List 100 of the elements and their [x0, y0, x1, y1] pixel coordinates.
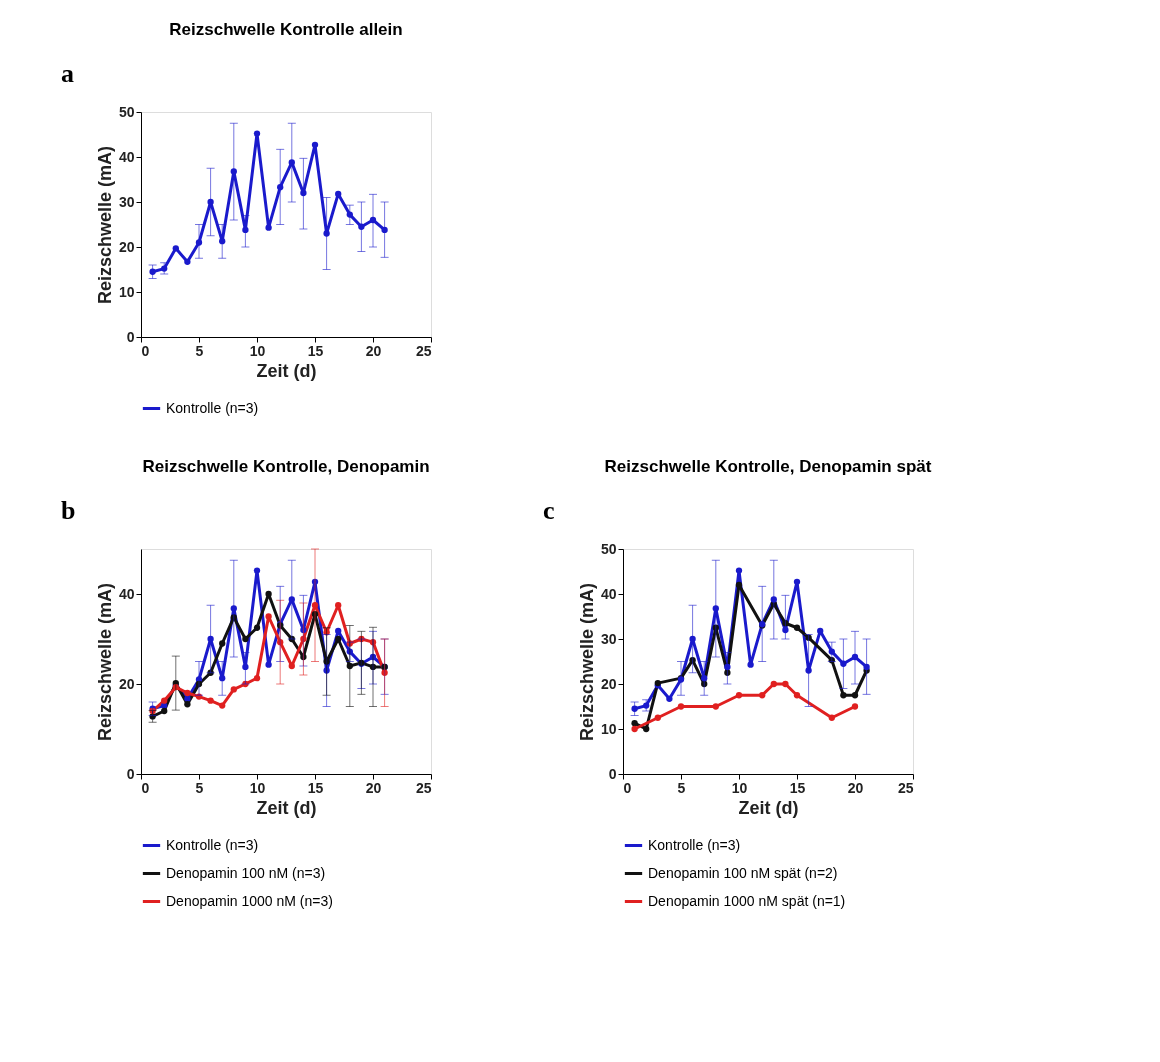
y-axis-title: Reizschwelle (mA)	[94, 582, 115, 742]
point	[701, 674, 708, 682]
point	[219, 237, 226, 245]
point	[346, 648, 353, 655]
y-tick-label: 50	[600, 540, 617, 557]
point	[840, 692, 847, 699]
point	[346, 640, 353, 647]
point	[643, 725, 650, 733]
point	[184, 689, 191, 697]
point	[701, 680, 708, 688]
point	[300, 653, 307, 661]
point	[828, 656, 835, 664]
point	[219, 674, 226, 682]
point	[230, 605, 237, 612]
point	[184, 701, 191, 708]
point	[230, 168, 237, 175]
point	[793, 692, 801, 699]
point	[851, 653, 859, 661]
point	[195, 680, 203, 688]
point	[735, 567, 743, 574]
y-tick-label: 40	[118, 585, 135, 602]
point	[277, 638, 284, 646]
point	[161, 707, 168, 715]
x-tick-label: 5	[195, 342, 204, 359]
point	[184, 258, 191, 266]
y-axis-title: Reizschwelle (mA)	[94, 145, 115, 305]
chart-title: Reizschwelle Kontrolle allein	[169, 20, 403, 39]
point	[346, 211, 353, 218]
point	[735, 692, 743, 699]
x-tick-label: 20	[365, 342, 382, 359]
point	[712, 624, 719, 631]
x-tick-label: 25	[897, 779, 914, 796]
y-tick-label: 40	[118, 148, 135, 165]
point	[265, 224, 272, 231]
point	[311, 141, 319, 149]
x-tick-label: 10	[731, 779, 748, 796]
text: a	[61, 59, 74, 88]
x-axis-title: Zeit (d)	[256, 797, 317, 818]
point	[828, 714, 835, 721]
point	[195, 693, 203, 700]
y-tick-label: 30	[118, 193, 135, 210]
point	[369, 653, 377, 661]
point	[300, 635, 307, 643]
point	[242, 226, 249, 234]
point	[219, 702, 226, 709]
x-tick-label: 5	[677, 779, 686, 796]
point	[851, 703, 859, 710]
point	[631, 719, 638, 727]
point	[689, 656, 696, 664]
point	[323, 658, 330, 665]
point	[311, 611, 319, 618]
point	[381, 669, 388, 676]
point	[759, 692, 766, 699]
y-tick-label: 10	[600, 720, 617, 737]
x-tick-label: 15	[307, 342, 324, 359]
point	[335, 627, 342, 635]
point	[677, 703, 685, 710]
x-tick-label: 20	[847, 779, 864, 796]
point	[782, 620, 789, 627]
point	[712, 605, 719, 612]
point	[149, 268, 156, 275]
point	[161, 697, 168, 704]
x-axis-title: Zeit (d)	[256, 360, 317, 381]
point	[631, 725, 638, 733]
point	[265, 613, 272, 620]
point	[793, 578, 801, 586]
text: c	[543, 496, 555, 525]
point	[666, 695, 673, 703]
point	[381, 226, 388, 234]
point	[253, 624, 261, 631]
x-tick-label: 0	[623, 779, 632, 796]
legend-label: Kontrolle (n=3)	[166, 836, 259, 853]
point	[654, 714, 661, 721]
point	[195, 239, 203, 246]
point	[253, 567, 261, 574]
y-tick-label: 10	[118, 283, 135, 300]
text: b	[61, 496, 76, 525]
point	[346, 662, 353, 670]
point	[335, 602, 342, 609]
point	[323, 629, 330, 636]
point	[851, 692, 859, 699]
point	[793, 624, 801, 631]
y-tick-label: 20	[118, 675, 135, 692]
point	[265, 661, 272, 668]
point	[805, 667, 812, 674]
point	[782, 626, 789, 634]
point	[712, 703, 719, 710]
y-tick-label: 50	[118, 103, 135, 120]
point	[817, 627, 824, 635]
point	[184, 695, 191, 703]
point	[805, 634, 812, 641]
y-tick-label: 0	[126, 765, 135, 782]
chart-title: Reizschwelle Kontrolle, Denopamin	[142, 457, 430, 476]
x-tick-label: 0	[141, 779, 150, 796]
point	[242, 635, 249, 643]
point	[300, 189, 307, 197]
point	[735, 581, 743, 589]
point	[724, 669, 731, 676]
point	[689, 635, 696, 643]
point	[207, 635, 214, 643]
